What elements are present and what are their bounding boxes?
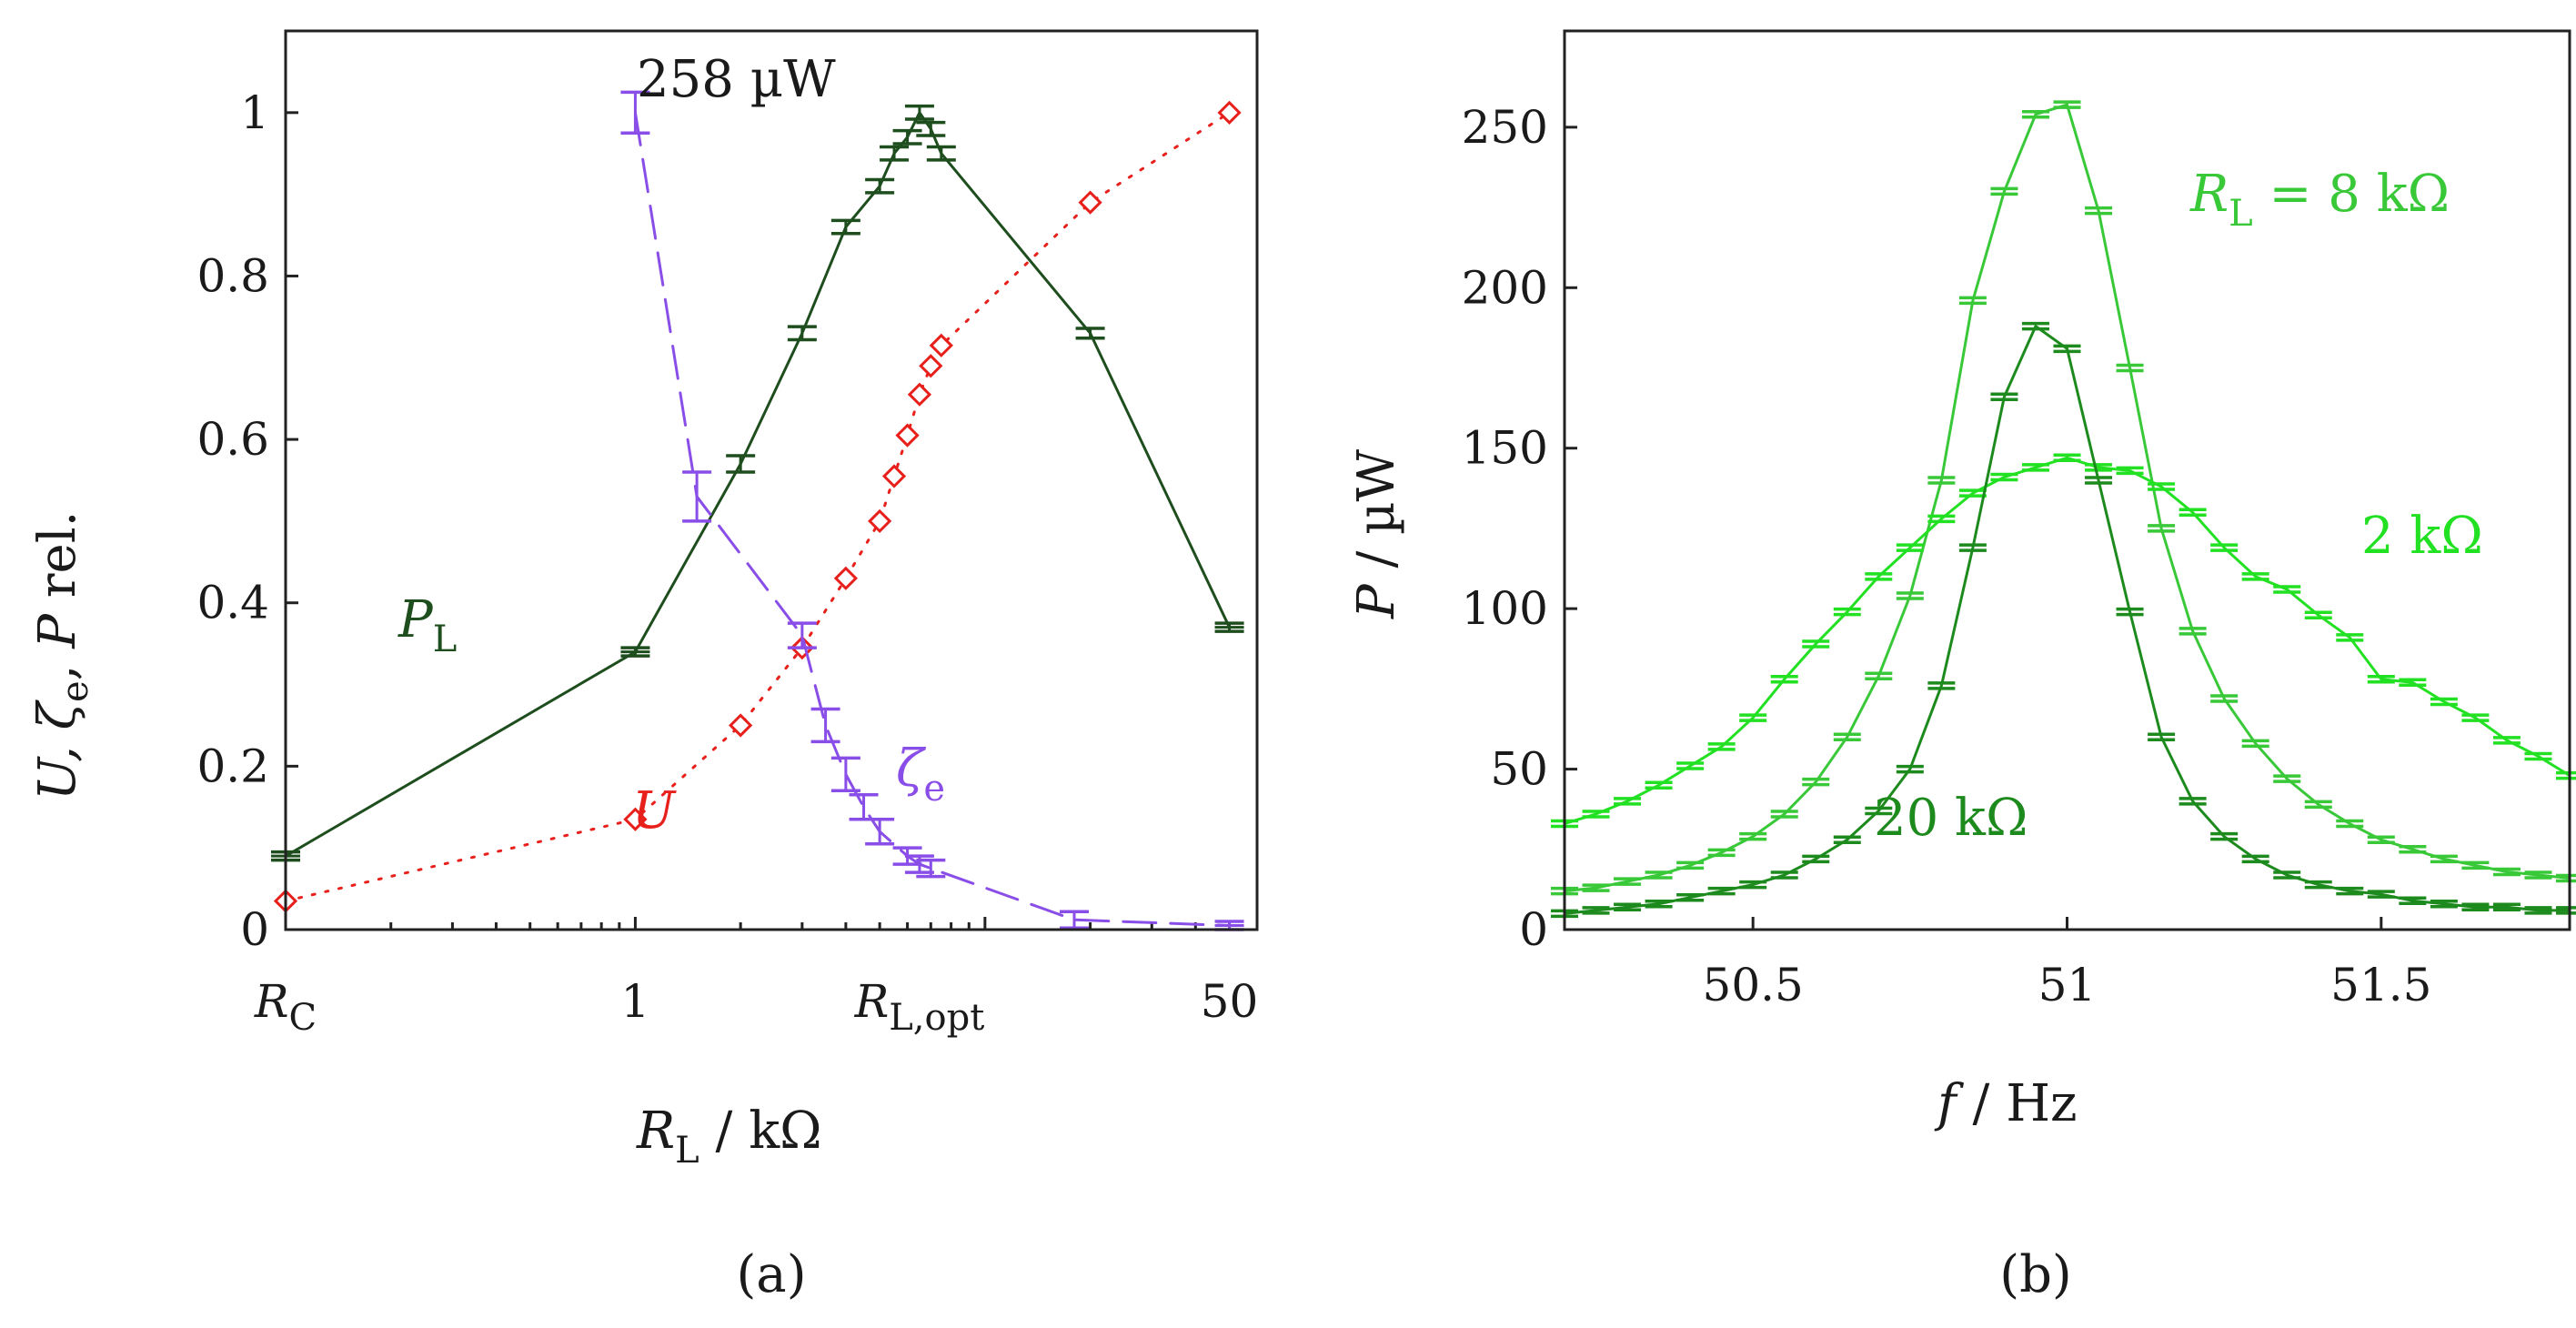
panel-b-ytick-label: 50 <box>1490 743 1548 796</box>
data-point <box>868 508 892 534</box>
line-2 <box>1564 324 2570 915</box>
data-point <box>895 423 920 448</box>
panel-a-ticks <box>284 111 1259 931</box>
panel-a-ytick-label: 0.8 <box>196 249 269 302</box>
data-point <box>729 713 753 738</box>
panel-a-ytick-label: 0.4 <box>196 577 269 629</box>
panel-a-ytick-label: 0.2 <box>196 739 269 792</box>
data-point <box>907 382 932 407</box>
data-point <box>833 566 858 590</box>
panel-a-xtick-label: 1 <box>621 975 650 1028</box>
line-1 <box>1564 456 2571 825</box>
panel-a-label: (a) <box>736 1245 806 1304</box>
series-p-l <box>271 104 1244 862</box>
panel-b-ytick-label: 150 <box>1462 422 1548 475</box>
panel-b-ytick-label: 100 <box>1462 582 1548 635</box>
panel-a-xlabel: RL / kΩ <box>636 1102 822 1172</box>
panel-a-xtick-label: 50 <box>1201 975 1259 1028</box>
panel-a-xtick-label: RC <box>254 975 317 1039</box>
panel-a-xtick-label: RL,opt <box>854 975 985 1039</box>
panel-b-xtick-label: 50.5 <box>1703 959 1804 1011</box>
panel-b-label: (b) <box>1999 1245 2072 1304</box>
panel-b: 0 50 100 150 200 250 50.5 51 51.5 f / Hz P / µW… <box>1347 29 2576 1304</box>
data-point <box>919 354 943 378</box>
panel-b-xtick-label: 51 <box>2038 959 2097 1011</box>
panel-a-ylabel: U, ζe, P rel. <box>28 511 96 800</box>
series-label-20k: 20 kΩ <box>1874 789 2028 848</box>
series-label-u: U <box>632 781 677 840</box>
panel-a-xtick-labels: RC 1 RL,opt 50 <box>254 975 1259 1039</box>
panel-b-frame <box>1563 29 2571 931</box>
panel-a-ytick-label: 0.6 <box>196 413 269 466</box>
series-zeta-e <box>620 90 1244 931</box>
panel-b-ylabel: P / µW <box>1347 448 1406 619</box>
panel-b-xtick-labels: 50.5 51 51.5 <box>1703 959 2432 1011</box>
data-point <box>929 333 953 357</box>
data-point <box>623 807 648 831</box>
series-label-2k: 2 kΩ <box>2361 507 2483 566</box>
series-label-8k: RL = 8 kΩ <box>2189 165 2450 235</box>
panel-a-ytick-label: 0 <box>240 903 269 956</box>
panel-b-ytick-labels: 0 50 100 150 200 250 <box>1462 101 1548 956</box>
panel-b-ytick-label: 200 <box>1462 261 1548 314</box>
data-point <box>881 464 907 488</box>
data-point <box>1078 190 1102 215</box>
panel-a: 0 0.2 0.4 0.6 0.8 1 RC 1 RL,opt 50 RL / kΩ U, ζe… <box>28 29 1259 1304</box>
peak-power-annotation: 258 µW <box>637 50 836 109</box>
line-0 <box>284 109 1232 858</box>
series-label-pl: PL <box>397 590 457 660</box>
panel-a-ytick-labels: 0 0.2 0.4 0.6 0.8 1 <box>196 86 269 956</box>
panel-b-ytick-label: 250 <box>1462 101 1548 154</box>
series-label-zeta: ζe <box>896 739 945 810</box>
panel-b-series <box>1551 100 2576 919</box>
panel-a-frame <box>284 29 1259 931</box>
series-20-k- <box>1551 321 2576 919</box>
data-point <box>1217 100 1242 125</box>
panel-a-series <box>271 90 1244 931</box>
panel-b-xlabel: f / Hz <box>1934 1074 2078 1133</box>
series-8-k- <box>1551 100 2576 896</box>
series-u <box>273 100 1242 913</box>
panel-b-ytick-label: 0 <box>1519 903 1548 956</box>
panel-a-ytick-label: 1 <box>240 86 269 139</box>
series-2-k- <box>1551 453 2576 829</box>
line-1 <box>284 111 1232 903</box>
panel-b-xtick-label: 51.5 <box>2330 959 2431 1011</box>
